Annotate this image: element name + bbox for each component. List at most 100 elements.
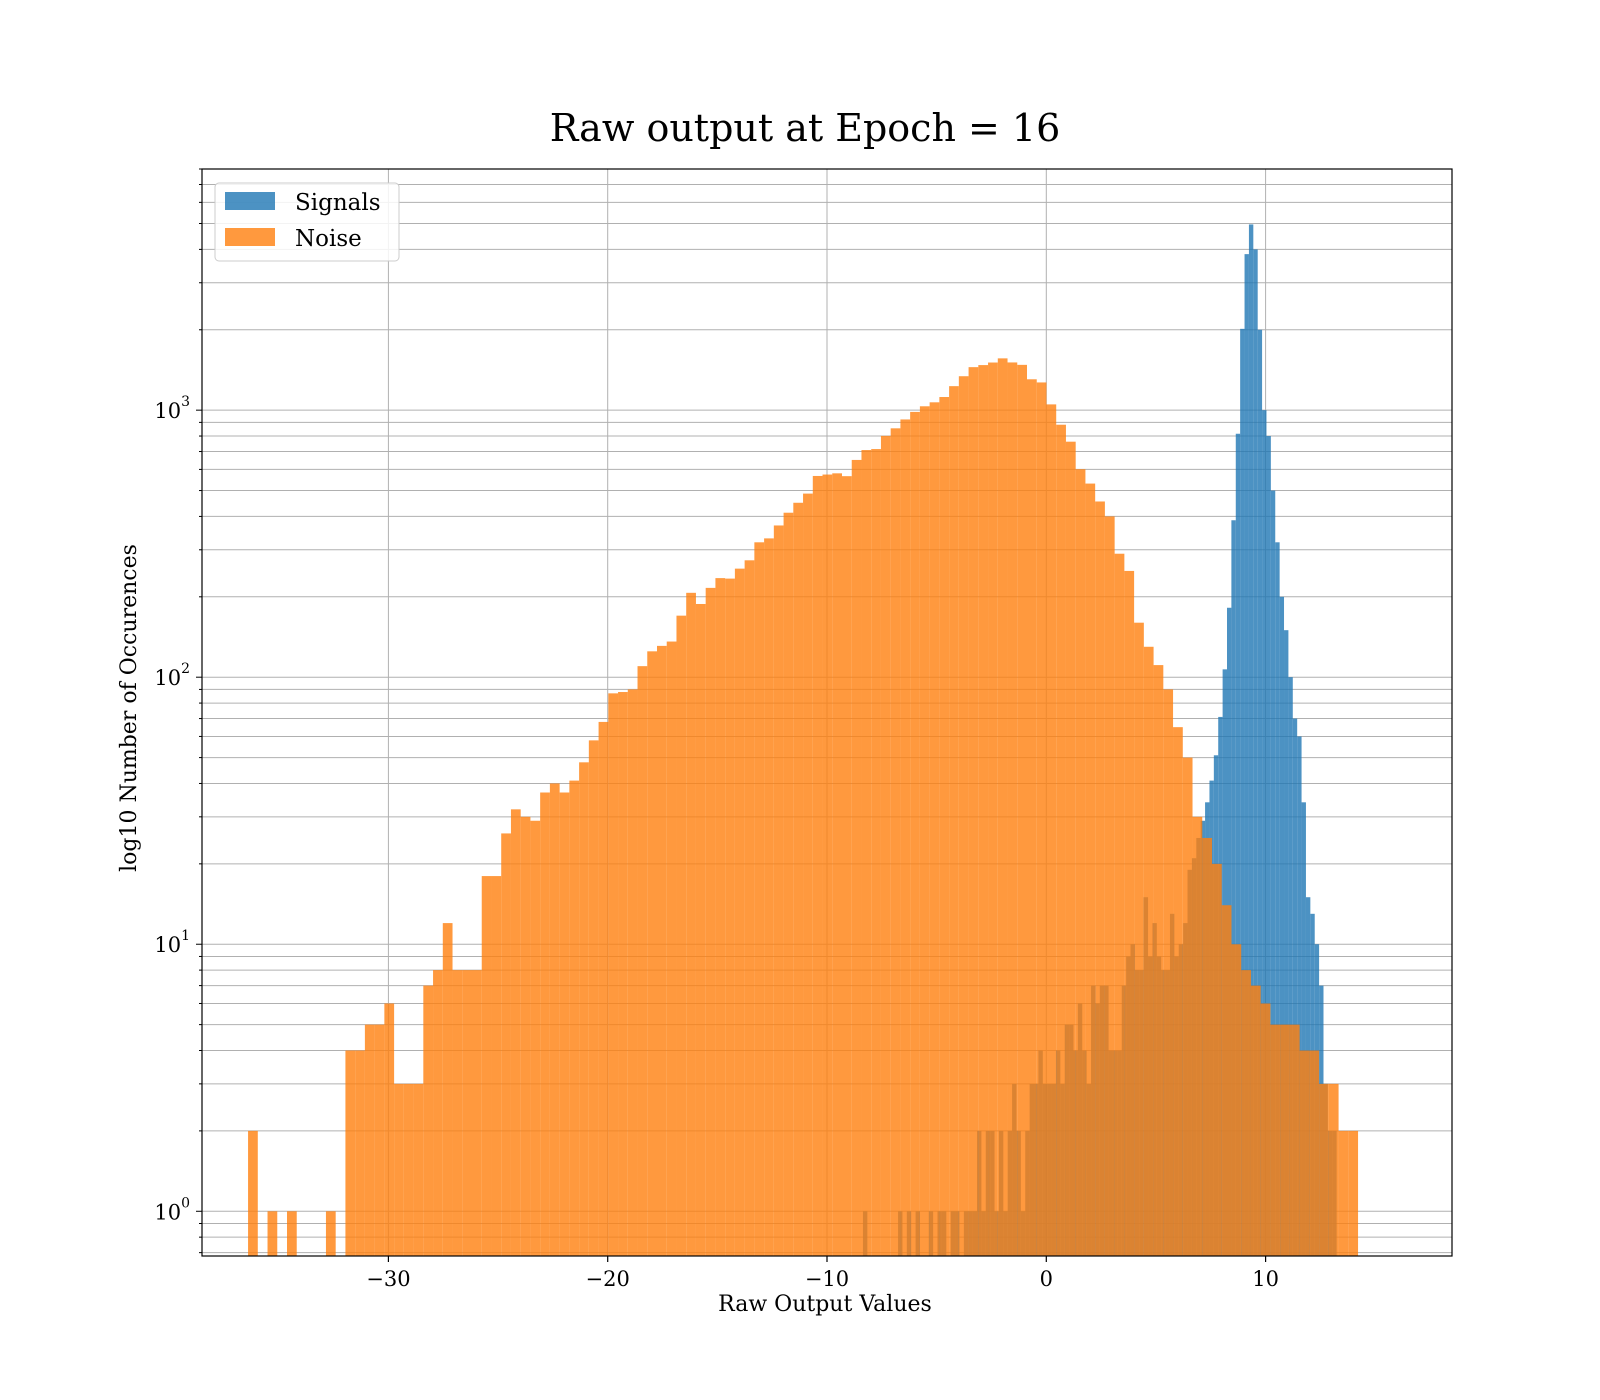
noise-bar bbox=[1173, 727, 1183, 1256]
noise-bar bbox=[374, 1024, 385, 1256]
noise-bar bbox=[988, 362, 998, 1257]
noise-bar bbox=[725, 578, 735, 1256]
legend-swatch-noise bbox=[225, 228, 275, 246]
signals-bar bbox=[1275, 542, 1280, 1256]
noise-bar bbox=[569, 780, 580, 1256]
ticks-layer: −30 −20 −10 0 10 100 101 102 103 bbox=[154, 168, 1279, 1291]
signals-bar bbox=[1231, 520, 1236, 1256]
noise-bar bbox=[325, 1211, 336, 1256]
noise-bar bbox=[1114, 553, 1125, 1256]
noise-bar bbox=[1338, 1130, 1349, 1256]
legend-label-signals: Signals bbox=[295, 190, 381, 216]
noise-bar bbox=[1017, 364, 1027, 1256]
noise-bar bbox=[832, 473, 842, 1256]
noise-bar bbox=[394, 1083, 404, 1256]
noise-bar bbox=[1260, 1003, 1271, 1256]
noise-bar bbox=[1182, 757, 1193, 1256]
signals-bar bbox=[1266, 436, 1271, 1256]
noise-bar bbox=[1309, 1050, 1320, 1256]
noise-bar bbox=[1270, 1024, 1281, 1256]
noise-bar bbox=[462, 970, 472, 1256]
noise-bar bbox=[579, 762, 589, 1256]
legend-label-noise: Noise bbox=[295, 226, 362, 252]
noise-bar bbox=[783, 512, 794, 1256]
noise-bar bbox=[1163, 689, 1174, 1256]
x-tick-label: −10 bbox=[805, 1267, 849, 1291]
bars-layer bbox=[248, 224, 1359, 1257]
noise-bar bbox=[540, 792, 550, 1256]
noise-bar bbox=[510, 809, 521, 1256]
noise-bar bbox=[549, 783, 560, 1256]
signals-bar bbox=[1262, 410, 1267, 1256]
signals-bar bbox=[1297, 736, 1302, 1256]
noise-bar bbox=[842, 476, 852, 1256]
noise-bar bbox=[248, 1130, 258, 1256]
legend-swatch-signals bbox=[225, 192, 275, 210]
noise-bar bbox=[355, 1050, 365, 1256]
series-noise-bars bbox=[248, 358, 1359, 1257]
noise-bar bbox=[1348, 1130, 1359, 1256]
y-axis-label: log10 Number of Occurences bbox=[117, 544, 142, 872]
noise-bar bbox=[686, 592, 696, 1256]
noise-bar bbox=[939, 397, 950, 1256]
noise-bar bbox=[812, 475, 823, 1257]
noise-bar bbox=[754, 542, 765, 1256]
noise-bar bbox=[637, 666, 648, 1256]
noise-bar bbox=[1212, 863, 1222, 1256]
noise-bar bbox=[919, 406, 930, 1256]
noise-bar bbox=[1065, 441, 1076, 1256]
noise-bar bbox=[287, 1211, 297, 1256]
noise-bar bbox=[1202, 837, 1212, 1256]
noise-bar bbox=[793, 502, 804, 1256]
noise-bar bbox=[929, 402, 940, 1256]
noise-bar bbox=[647, 651, 657, 1256]
y-tick-label: 103 bbox=[154, 394, 190, 423]
noise-bar bbox=[1124, 570, 1135, 1256]
signals-bar bbox=[1270, 490, 1276, 1256]
noise-bar bbox=[442, 923, 453, 1256]
noise-bar bbox=[657, 645, 667, 1256]
noise-bar bbox=[413, 1083, 424, 1256]
noise-bar bbox=[1036, 382, 1047, 1257]
noise-bar bbox=[1095, 501, 1105, 1256]
noise-bar bbox=[501, 833, 511, 1256]
signals-bar bbox=[1257, 329, 1263, 1256]
noise-bar bbox=[433, 970, 443, 1256]
noise-bar bbox=[1241, 970, 1251, 1256]
noise-bar bbox=[1056, 424, 1066, 1257]
noise-bar bbox=[1319, 1083, 1329, 1256]
noise-bar bbox=[472, 970, 482, 1256]
noise-bar bbox=[345, 1050, 356, 1256]
noise-bar bbox=[598, 721, 609, 1256]
signals-bar bbox=[1244, 254, 1249, 1256]
noise-bar bbox=[364, 1024, 375, 1256]
noise-bar bbox=[1328, 1083, 1339, 1256]
noise-bar bbox=[452, 970, 463, 1256]
noise-bar bbox=[384, 1003, 395, 1256]
noise-bar bbox=[530, 820, 541, 1256]
noise-bar bbox=[715, 578, 726, 1256]
noise-bar bbox=[491, 876, 502, 1256]
noise-bar bbox=[1280, 1024, 1290, 1256]
signals-bar bbox=[1240, 328, 1245, 1256]
noise-bar bbox=[890, 428, 901, 1256]
noise-bar bbox=[1192, 816, 1203, 1256]
noise-bar bbox=[608, 693, 619, 1256]
noise-bar bbox=[1085, 483, 1096, 1257]
noise-bar bbox=[861, 450, 872, 1257]
noise-bar bbox=[1046, 404, 1057, 1256]
x-tick-label: 0 bbox=[1040, 1267, 1053, 1291]
noise-bar bbox=[1221, 905, 1232, 1256]
noise-bar bbox=[880, 435, 891, 1256]
noise-bar bbox=[764, 538, 774, 1256]
signals-bar bbox=[1235, 433, 1241, 1256]
signals-bar bbox=[1284, 630, 1289, 1256]
noise-bar bbox=[1250, 985, 1261, 1256]
noise-bar bbox=[618, 692, 628, 1256]
noise-bar bbox=[803, 493, 813, 1256]
chart-title: Raw output at Epoch = 16 bbox=[550, 106, 1061, 150]
signals-bar bbox=[1288, 677, 1293, 1256]
noise-bar bbox=[997, 358, 1008, 1256]
noise-bar bbox=[676, 615, 687, 1256]
noise-bar bbox=[968, 367, 979, 1256]
